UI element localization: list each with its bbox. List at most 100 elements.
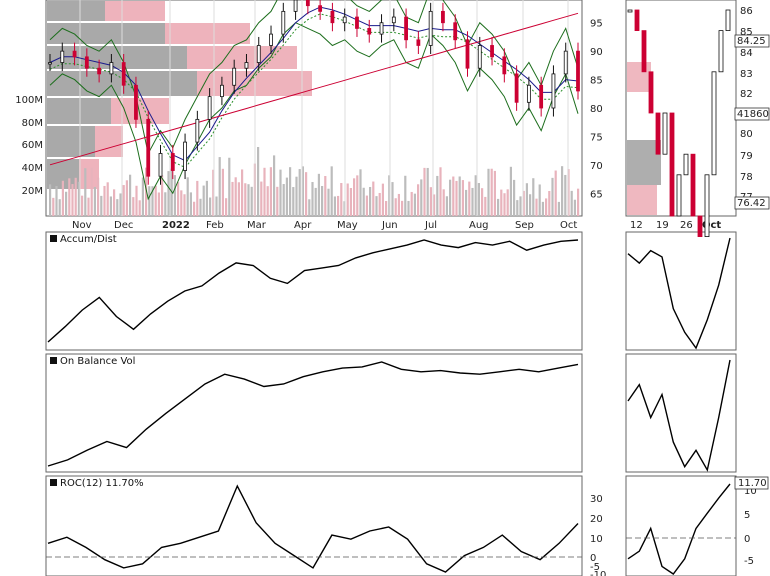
inset-roc-tick: -5 — [744, 556, 754, 567]
volume-bar — [413, 193, 416, 216]
volume-bar — [311, 182, 314, 216]
volume-bar — [324, 176, 327, 216]
inset-candle — [641, 30, 647, 73]
volume-bar — [167, 171, 170, 216]
roc-panel — [45, 475, 583, 576]
inset-vbp-bar — [627, 185, 657, 215]
inset-candle — [634, 9, 640, 32]
volume-bar — [250, 186, 253, 216]
vbp-bar-gray — [47, 46, 187, 69]
volume-bar — [455, 180, 458, 216]
roc-label: ROC(12) 11.70% — [60, 478, 144, 489]
candle-body — [293, 0, 298, 12]
volume-bar — [410, 191, 413, 216]
volume-bar — [404, 175, 407, 216]
inset-roc-tick: 5 — [744, 510, 750, 521]
roc-axis-label: -5 — [590, 562, 600, 573]
bollinger-upper — [49, 0, 579, 155]
axes: Nov Dec 2022 Feb Mar Apr May Jun Jul Aug Sep Oct 65 7… — [15, 19, 602, 231]
volume-axis-label: 60M — [22, 140, 43, 151]
volume-bar — [423, 167, 426, 216]
volume-bar — [500, 189, 503, 216]
volume-bar — [433, 194, 436, 216]
volume-bar — [577, 188, 580, 216]
volume-bar — [497, 198, 500, 216]
volume-bar — [145, 167, 148, 216]
volume-bar — [417, 184, 420, 216]
volume-bar — [212, 169, 215, 216]
candle-body — [146, 118, 151, 177]
candle-body — [355, 16, 359, 29]
volume-bar — [337, 195, 340, 216]
inset-price-tick: 86 — [740, 6, 753, 17]
candle-body — [195, 118, 200, 143]
candle-body — [526, 84, 531, 103]
inset-candle — [627, 9, 633, 13]
obv-legend: On Balance Vol — [50, 356, 135, 367]
volume-bar — [474, 175, 477, 216]
volume-bar — [305, 172, 308, 216]
inset-price-tick: 85 — [740, 27, 753, 38]
roc-line — [47, 484, 579, 573]
volume-bar — [436, 175, 439, 216]
inset-price-tick: 83 — [740, 69, 753, 80]
x-axis-label: Mar — [247, 220, 267, 231]
inset-price-marker-text: 41860 — [737, 109, 769, 120]
volume-bar — [189, 192, 192, 216]
inset-x-label: 12 — [630, 220, 643, 231]
x-axis-label: Jun — [381, 220, 398, 231]
volume-bar — [535, 198, 538, 216]
inset-roc-line — [627, 483, 731, 575]
volume-bar — [132, 197, 135, 216]
inset-price-marker — [734, 34, 770, 48]
candle-body — [232, 67, 237, 86]
volume-bar — [273, 155, 276, 216]
volume-bar — [308, 199, 311, 216]
inset-candle — [725, 9, 731, 32]
volume-bar — [125, 180, 128, 216]
volume-bar — [353, 178, 356, 216]
volume-bar — [81, 195, 84, 216]
volume-bar — [103, 185, 106, 216]
volume-bar — [420, 179, 423, 216]
volume-axis-label: 80M — [22, 118, 43, 129]
volume-axis-label: 40M — [22, 163, 43, 174]
volume-bar — [113, 189, 116, 216]
right-axis-label: 75 — [590, 132, 603, 143]
volume-bar — [490, 168, 493, 216]
price-candles — [48, 0, 580, 185]
volume-bar — [55, 186, 58, 216]
volume-bar — [317, 173, 320, 216]
inset-candle — [669, 112, 675, 217]
inset-obv-line — [627, 359, 731, 472]
candle-body — [367, 28, 372, 35]
candle-body — [441, 10, 445, 24]
roc-axis-label: 0 — [590, 553, 596, 564]
volume-bar — [522, 190, 525, 216]
volume-bar — [369, 186, 372, 216]
volume-bar — [561, 166, 564, 216]
volume-bar — [340, 183, 343, 216]
volume-bar — [509, 166, 512, 216]
volume-bar — [362, 187, 365, 216]
vbp-bar-gray — [47, 1, 105, 21]
obv-line — [47, 361, 579, 467]
inset-candle — [648, 71, 654, 114]
candle-body — [109, 62, 114, 75]
candle-body — [244, 62, 249, 69]
volume-bar — [375, 196, 378, 216]
candle-body — [158, 153, 163, 177]
volume-bar — [164, 192, 167, 216]
volume-bar — [221, 168, 224, 216]
candle-body — [453, 22, 458, 41]
volume-bar — [202, 185, 205, 216]
volume-bar — [87, 197, 90, 216]
inset-candle — [690, 153, 696, 217]
x-axis-label: Aug — [469, 220, 489, 231]
candle-body — [269, 33, 273, 46]
volume-bar — [506, 189, 509, 216]
volume-bar — [439, 167, 442, 216]
volume-bar — [285, 177, 288, 216]
vbp-bar-red — [165, 23, 250, 44]
